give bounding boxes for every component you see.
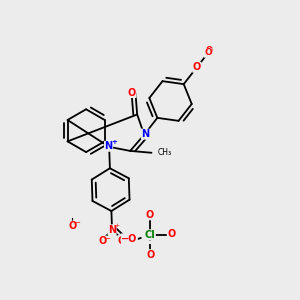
- Text: CH₃: CH₃: [158, 148, 172, 157]
- Text: O: O: [204, 48, 212, 57]
- Text: O: O: [118, 236, 126, 246]
- Text: O: O: [146, 250, 154, 260]
- Text: N: N: [108, 225, 116, 235]
- Text: O: O: [146, 210, 154, 220]
- Text: Cl: Cl: [145, 230, 155, 240]
- Text: O: O: [167, 230, 175, 239]
- Text: −O: −O: [121, 234, 138, 244]
- Text: N: N: [104, 141, 112, 151]
- Text: +: +: [112, 140, 117, 146]
- Text: −: −: [104, 236, 110, 242]
- Text: +: +: [114, 224, 119, 229]
- Text: O: O: [206, 46, 213, 56]
- Text: N: N: [141, 129, 149, 139]
- Text: O: O: [69, 221, 77, 231]
- Text: −: −: [74, 220, 80, 226]
- Text: O: O: [128, 88, 136, 98]
- Text: O: O: [193, 62, 201, 72]
- Text: O: O: [99, 236, 107, 246]
